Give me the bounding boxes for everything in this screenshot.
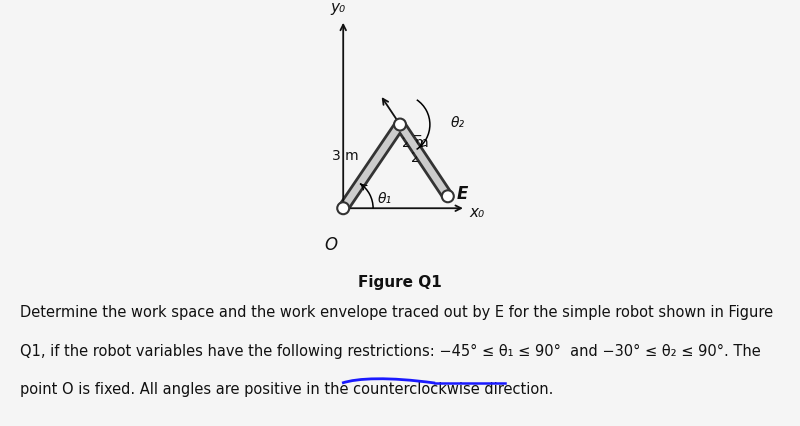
Text: O: O <box>325 236 338 253</box>
Text: Figure Q1: Figure Q1 <box>358 274 442 289</box>
Text: point O is fixed. All angles are positive in the counterclockwise direction.: point O is fixed. All angles are positiv… <box>20 381 554 396</box>
Circle shape <box>442 191 454 203</box>
Text: 3 m: 3 m <box>332 148 358 162</box>
Text: 2 m: 2 m <box>402 136 428 150</box>
Text: 2: 2 <box>410 151 419 165</box>
Text: Determine the work space and the work envelope traced out by E for the simple ro: Determine the work space and the work en… <box>20 305 773 320</box>
Text: x₀: x₀ <box>470 204 485 219</box>
Circle shape <box>394 119 406 131</box>
Text: y₀: y₀ <box>331 0 346 15</box>
Circle shape <box>338 203 349 215</box>
Text: θ₁: θ₁ <box>378 192 392 206</box>
Text: Q1, if the robot variables have the following restrictions: −45° ≤ θ₁ ≤ 90°  and: Q1, if the robot variables have the foll… <box>20 343 761 358</box>
Text: θ₂: θ₂ <box>451 115 465 130</box>
Text: E: E <box>457 185 468 203</box>
